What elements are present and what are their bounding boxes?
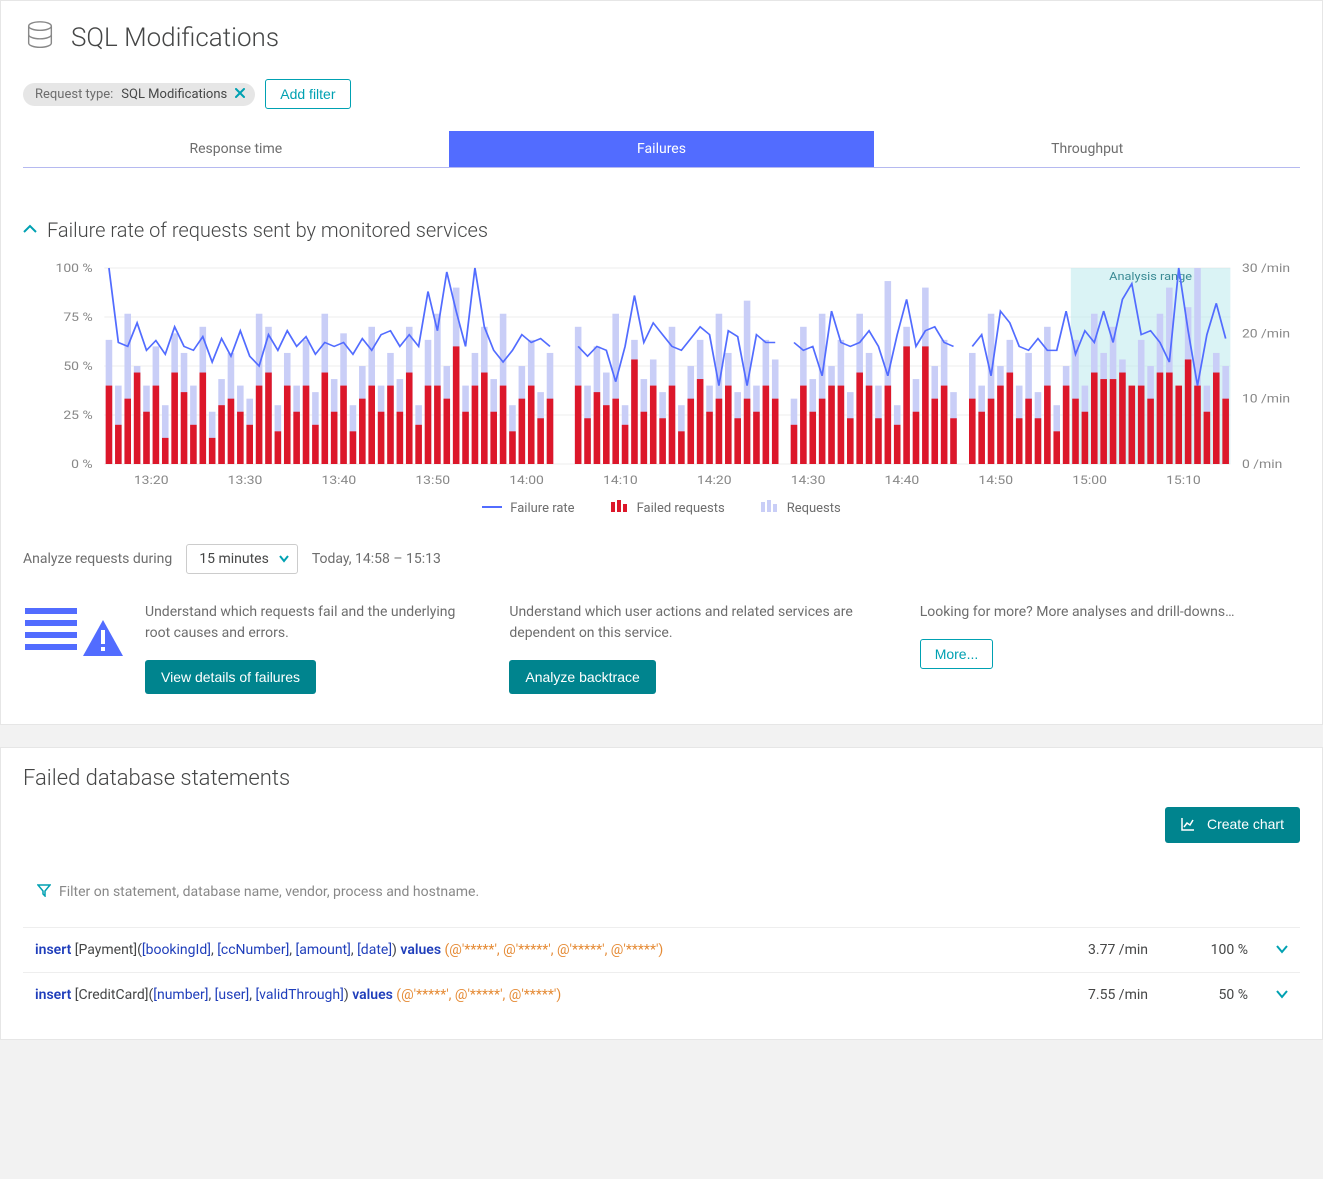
chevron-down-icon bbox=[279, 551, 289, 567]
svg-text:14:40: 14:40 bbox=[885, 474, 920, 488]
legend-label: Requests bbox=[787, 501, 841, 516]
chevron-up-icon[interactable] bbox=[23, 222, 37, 238]
view-details-of-failures-button[interactable]: View details of failures bbox=[145, 660, 316, 694]
filter-chip-prefix: Request type: bbox=[35, 87, 113, 102]
analyze-prefix: Analyze requests during bbox=[23, 551, 172, 567]
more-button[interactable]: More... bbox=[920, 639, 994, 669]
analyze-backtrace-button[interactable]: Analyze backtrace bbox=[509, 660, 655, 694]
filter-chip-request-type[interactable]: Request type: SQL Modifications bbox=[23, 83, 255, 106]
section-header[interactable]: Failure rate of requests sent by monitor… bbox=[23, 218, 1300, 242]
create-chart-label: Create chart bbox=[1207, 816, 1284, 832]
legend-item: Failed requests bbox=[609, 500, 725, 516]
tab-response-time[interactable]: Response time bbox=[23, 131, 449, 167]
info-text: Looking for more? More analyses and dril… bbox=[920, 602, 1300, 623]
statement-filter[interactable]: Filter on statement, database name, vend… bbox=[37, 883, 1300, 901]
svg-text:30 /min: 30 /min bbox=[1242, 262, 1290, 276]
section-title: Failure rate of requests sent by monitor… bbox=[47, 218, 488, 242]
statement-text: insert [Payment]([bookingId], [ccNumber]… bbox=[35, 942, 1018, 958]
info-text: Understand which requests fail and the u… bbox=[145, 602, 479, 644]
statement-text: insert [CreditCard]([number], [user], [v… bbox=[35, 987, 1018, 1003]
failed-statements-title: Failed database statements bbox=[23, 766, 1300, 791]
statement-pct: 100 % bbox=[1148, 942, 1248, 958]
add-filter-button[interactable]: Add filter bbox=[265, 79, 350, 109]
failed-statements-panel: Failed database statements Create chart … bbox=[0, 747, 1323, 1040]
svg-text:13:30: 13:30 bbox=[228, 474, 263, 488]
svg-text:0 /min: 0 /min bbox=[1242, 458, 1282, 472]
create-chart-button[interactable]: Create chart bbox=[1165, 807, 1300, 843]
svg-text:14:50: 14:50 bbox=[978, 474, 1013, 488]
svg-text:14:20: 14:20 bbox=[697, 474, 732, 488]
svg-text:14:10: 14:10 bbox=[603, 474, 638, 488]
analyze-range-text: Today, 14:58 – 15:13 bbox=[312, 551, 441, 567]
chevron-down-icon[interactable] bbox=[1248, 942, 1288, 958]
tab-throughput[interactable]: Throughput bbox=[874, 131, 1300, 167]
svg-text:13:20: 13:20 bbox=[134, 474, 169, 488]
svg-text:10 /min: 10 /min bbox=[1242, 393, 1290, 407]
svg-text:20 /min: 20 /min bbox=[1242, 327, 1290, 341]
info-columns: Understand which requests fail and the u… bbox=[23, 602, 1300, 694]
duration-select-value: 15 minutes bbox=[199, 551, 269, 567]
info-col-more: Looking for more? More analyses and dril… bbox=[920, 602, 1300, 669]
failure-rate-chart: 0 % 25 % 50 % 75 % 100 % 0 /min 10 /min 20 /min… bbox=[23, 262, 1300, 492]
svg-text:14:30: 14:30 bbox=[791, 474, 826, 488]
svg-text:13:40: 13:40 bbox=[322, 474, 357, 488]
svg-text:25 %: 25 % bbox=[63, 409, 92, 423]
svg-text:14:00: 14:00 bbox=[509, 474, 544, 488]
legend-swatch bbox=[482, 501, 502, 516]
analyze-controls: Analyze requests during 15 minutes Today… bbox=[23, 544, 1300, 574]
chevron-down-icon[interactable] bbox=[1248, 987, 1288, 1003]
chart-icon bbox=[1181, 818, 1199, 834]
info-col-failures: Understand which requests fail and the u… bbox=[23, 602, 479, 694]
main-panel: SQL Modifications Request type: SQL Modi… bbox=[0, 0, 1323, 725]
page-title: SQL Modifications bbox=[71, 23, 279, 53]
statements-list: insert [Payment]([bookingId], [ccNumber]… bbox=[23, 927, 1300, 1017]
svg-text:15:10: 15:10 bbox=[1166, 474, 1201, 488]
statement-rate: 7.55 /min bbox=[1018, 987, 1148, 1003]
legend-item: Failure rate bbox=[482, 500, 574, 516]
failures-graphic-icon bbox=[23, 602, 123, 694]
filter-chip-value: SQL Modifications bbox=[121, 87, 227, 102]
chart-legend: Failure rate Failed requests Requests bbox=[23, 500, 1300, 516]
svg-text:13:50: 13:50 bbox=[415, 474, 450, 488]
tab-failures[interactable]: Failures bbox=[449, 131, 875, 167]
legend-label: Failed requests bbox=[637, 501, 725, 516]
statement-filter-placeholder: Filter on statement, database name, vend… bbox=[59, 884, 479, 900]
svg-text:50 %: 50 % bbox=[63, 360, 92, 374]
duration-select[interactable]: 15 minutes bbox=[186, 544, 298, 574]
statement-row[interactable]: insert [Payment]([bookingId], [ccNumber]… bbox=[23, 927, 1300, 972]
svg-text:75 %: 75 % bbox=[63, 311, 92, 325]
close-icon[interactable] bbox=[235, 87, 245, 102]
legend-item: Requests bbox=[759, 500, 841, 516]
info-text: Understand which user actions and relate… bbox=[509, 602, 889, 644]
legend-swatch bbox=[759, 500, 779, 516]
svg-text:0 %: 0 % bbox=[71, 458, 92, 472]
info-col-backtrace: Understand which user actions and relate… bbox=[509, 602, 889, 694]
page-header: SQL Modifications bbox=[23, 19, 1300, 57]
statement-row[interactable]: insert [CreditCard]([number], [user], [v… bbox=[23, 972, 1300, 1017]
tabs: Response timeFailuresThroughput bbox=[23, 131, 1300, 168]
statement-pct: 50 % bbox=[1148, 987, 1248, 1003]
filter-icon bbox=[37, 883, 51, 901]
svg-text:15:00: 15:00 bbox=[1072, 474, 1107, 488]
statement-rate: 3.77 /min bbox=[1018, 942, 1148, 958]
database-icon bbox=[23, 19, 57, 57]
legend-swatch bbox=[609, 500, 629, 516]
filters-row: Request type: SQL Modifications Add filt… bbox=[23, 79, 1300, 109]
svg-text:100 %: 100 % bbox=[56, 262, 93, 276]
legend-label: Failure rate bbox=[510, 501, 574, 516]
